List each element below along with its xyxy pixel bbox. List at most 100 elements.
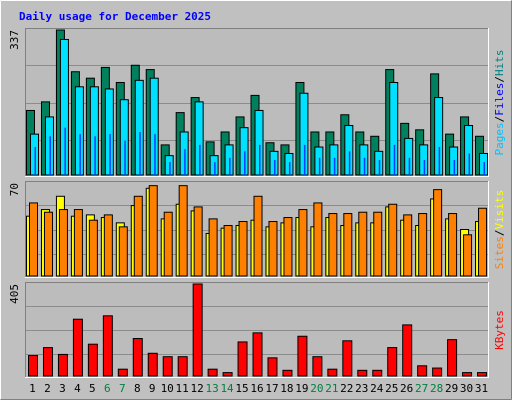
bar-kbytes-day-10 bbox=[162, 356, 173, 377]
bar-sites-day-29 bbox=[448, 213, 458, 277]
bar-kbytes-day-1 bbox=[28, 355, 38, 377]
legend-entry: / bbox=[493, 230, 506, 237]
bar-pages-day-5 bbox=[94, 136, 96, 175]
bar-kbytes-day-26 bbox=[402, 324, 413, 377]
x-tick-label-day-23: 23 bbox=[355, 382, 368, 395]
bar-sites-day-27 bbox=[418, 213, 428, 277]
bar-sites-day-14 bbox=[223, 225, 233, 277]
bar-kbytes-day-2 bbox=[42, 347, 53, 377]
bar-pages-day-9 bbox=[154, 134, 156, 175]
bar-kbytes-day-23 bbox=[357, 369, 368, 377]
bar-sites-day-31 bbox=[478, 207, 488, 277]
bar-pages-day-31 bbox=[483, 162, 486, 175]
panel-sites-visits-legend: Sites/Visits bbox=[493, 190, 506, 270]
bar-kbytes-day-14 bbox=[222, 372, 233, 377]
legend-entry: Files bbox=[493, 83, 506, 116]
bar-pages-day-23 bbox=[363, 157, 366, 175]
bar-pages-day-27 bbox=[423, 159, 426, 175]
x-tick-label-day-30: 30 bbox=[460, 382, 473, 395]
x-tick-label-day-3: 3 bbox=[59, 382, 66, 395]
bar-pages-day-21 bbox=[333, 157, 336, 175]
x-tick-label-day-26: 26 bbox=[400, 382, 413, 395]
bar-pages-day-12 bbox=[199, 144, 201, 175]
x-tick-label-day-27: 27 bbox=[415, 382, 428, 395]
bar-sites-day-20 bbox=[313, 202, 323, 277]
bar-kbytes-day-12 bbox=[192, 283, 203, 377]
bar-kbytes-day-4 bbox=[72, 318, 83, 377]
bar-kbytes-day-20 bbox=[312, 356, 323, 377]
x-tick-label-day-19: 19 bbox=[295, 382, 308, 395]
bar-sites-day-23 bbox=[358, 211, 368, 277]
bar-sites-day-28 bbox=[433, 189, 443, 277]
legend-entry: KBytes bbox=[493, 310, 506, 350]
bar-pages-day-2 bbox=[49, 136, 51, 175]
bar-pages-day-1 bbox=[34, 147, 36, 175]
bar-pages-day-4 bbox=[79, 134, 81, 175]
bar-pages-day-25 bbox=[393, 144, 396, 175]
chart-title: Daily usage for December 2025 bbox=[19, 10, 211, 23]
bar-pages-day-20 bbox=[318, 157, 321, 175]
bar-sites-day-30 bbox=[463, 234, 473, 277]
bar-sites-day-26 bbox=[403, 214, 413, 277]
bar-kbytes-day-3 bbox=[57, 353, 68, 377]
bar-pages-day-26 bbox=[408, 157, 411, 175]
x-tick-label-day-8: 8 bbox=[134, 382, 141, 395]
x-tick-label-day-24: 24 bbox=[370, 382, 384, 395]
panel-kbytes-legend: KBytes bbox=[493, 310, 506, 350]
x-tick-label-day-18: 18 bbox=[280, 382, 293, 395]
bar-pages-day-28 bbox=[438, 147, 441, 175]
bar-kbytes-day-13 bbox=[207, 368, 218, 377]
bar-kbytes-day-15 bbox=[237, 341, 248, 377]
bar-kbytes-day-22 bbox=[342, 340, 353, 377]
bar-kbytes-day-25 bbox=[387, 347, 398, 377]
x-tick-label-day-15: 15 bbox=[235, 382, 248, 395]
bar-pages-day-19 bbox=[303, 144, 306, 175]
bar-pages-day-30 bbox=[468, 153, 471, 175]
bar-pages-day-18 bbox=[288, 162, 291, 175]
bar-kbytes-day-9 bbox=[147, 352, 158, 377]
x-tick-label-day-14: 14 bbox=[220, 382, 234, 395]
x-tick-label-day-29: 29 bbox=[445, 382, 458, 395]
bar-kbytes-day-7 bbox=[117, 368, 128, 377]
x-tick-label-day-4: 4 bbox=[74, 382, 81, 395]
bar-sites-day-21 bbox=[328, 213, 338, 277]
bar-kbytes-day-8 bbox=[132, 338, 143, 377]
x-tick-label-day-17: 17 bbox=[265, 382, 278, 395]
bar-pages-day-24 bbox=[378, 159, 381, 175]
x-tick-label-day-11: 11 bbox=[176, 382, 189, 395]
bar-kbytes-day-24 bbox=[372, 369, 383, 377]
legend-entry: / bbox=[493, 116, 506, 123]
bar-sites-day-16 bbox=[253, 195, 263, 277]
bar-pages-day-13 bbox=[214, 162, 216, 175]
panel-hits-files-pages-ymax-label: 337 bbox=[8, 30, 21, 50]
legend-entry: / bbox=[493, 76, 506, 83]
panel-kbytes-ymax-label: 405 bbox=[8, 284, 21, 304]
bar-kbytes-day-30 bbox=[462, 372, 473, 377]
bar-sites-day-25 bbox=[388, 203, 398, 277]
bar-sites-day-19 bbox=[298, 209, 308, 277]
bar-files-day-16 bbox=[254, 109, 264, 176]
x-tick-label-day-28: 28 bbox=[430, 382, 443, 395]
x-tick-label-day-6: 6 bbox=[104, 382, 111, 395]
x-tick-label-day-21: 21 bbox=[325, 382, 338, 395]
x-tick-label-day-16: 16 bbox=[250, 382, 263, 395]
bar-pages-day-7 bbox=[124, 140, 126, 175]
bar-pages-day-14 bbox=[229, 157, 231, 175]
x-tick-label-day-25: 25 bbox=[385, 382, 398, 395]
bar-sites-day-9 bbox=[148, 185, 158, 277]
bar-sites-day-10 bbox=[163, 211, 173, 277]
bar-sites-day-6 bbox=[103, 214, 113, 277]
plot-area: 337Pages/Files/Hits70Sites/Visits405KByt… bbox=[8, 28, 506, 395]
bar-kbytes-day-17 bbox=[267, 357, 278, 377]
bar-sites-day-7 bbox=[118, 226, 128, 277]
panel-hits-files-pages-legend: Pages/Files/Hits bbox=[493, 50, 506, 156]
bar-sites-day-12 bbox=[193, 206, 203, 277]
bar-sites-day-17 bbox=[268, 221, 278, 277]
bar-sites-day-8 bbox=[133, 195, 143, 277]
x-tick-label-day-9: 9 bbox=[149, 382, 156, 395]
bar-pages-day-29 bbox=[453, 159, 456, 175]
legend-entry: Pages bbox=[493, 122, 506, 155]
bar-sites-day-22 bbox=[343, 213, 353, 277]
bar-kbytes-day-27 bbox=[417, 365, 428, 377]
bar-sites-day-24 bbox=[373, 211, 383, 277]
